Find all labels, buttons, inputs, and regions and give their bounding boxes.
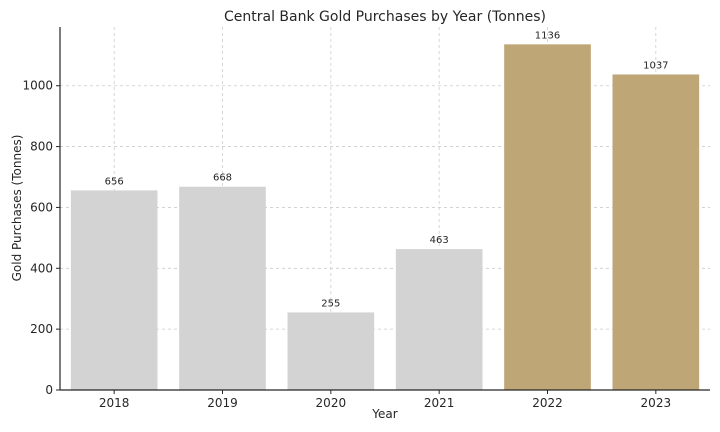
bar-2020	[287, 312, 375, 390]
bar-2022	[504, 44, 591, 391]
data-label-2020: 255	[321, 298, 340, 309]
x-tick-label-2020: 2020	[316, 396, 347, 410]
y-tick-label: 400	[30, 261, 53, 275]
y-tick-label: 200	[30, 322, 53, 336]
y-tick-label: 0	[45, 383, 53, 397]
x-tick-label-2019: 2019	[207, 396, 238, 410]
y-axis-label: Gold Purchases (Tonnes)	[10, 135, 24, 282]
x-axis-label: Year	[371, 407, 397, 421]
bar-2018	[70, 190, 158, 390]
bar-2021	[395, 249, 483, 390]
x-tick-label-2023: 2023	[641, 396, 672, 410]
data-label-2023: 1037	[643, 60, 668, 71]
data-labels: 656 668 255 463 1136 1037	[105, 30, 669, 309]
bar-2023	[612, 74, 700, 390]
axes: 0 200 400 600 800 1000 2018 2019 2020 2021 2022 202…	[22, 27, 710, 410]
y-tick-label: 1000	[22, 79, 53, 93]
x-tick-label-2021: 2021	[424, 396, 455, 410]
data-label-2018: 656	[105, 176, 124, 187]
x-tick-label-2018: 2018	[99, 396, 130, 410]
x-tick-label-2022: 2022	[532, 396, 563, 410]
y-tick-label: 800	[30, 140, 53, 154]
data-label-2022: 1136	[535, 30, 560, 41]
data-label-2021: 463	[430, 235, 449, 246]
chart-title: Central Bank Gold Purchases by Year (Ton…	[224, 9, 546, 25]
bar-2019	[179, 186, 266, 390]
bars	[70, 44, 700, 391]
data-label-2019: 668	[213, 173, 232, 184]
y-tick-label: 600	[30, 200, 53, 214]
